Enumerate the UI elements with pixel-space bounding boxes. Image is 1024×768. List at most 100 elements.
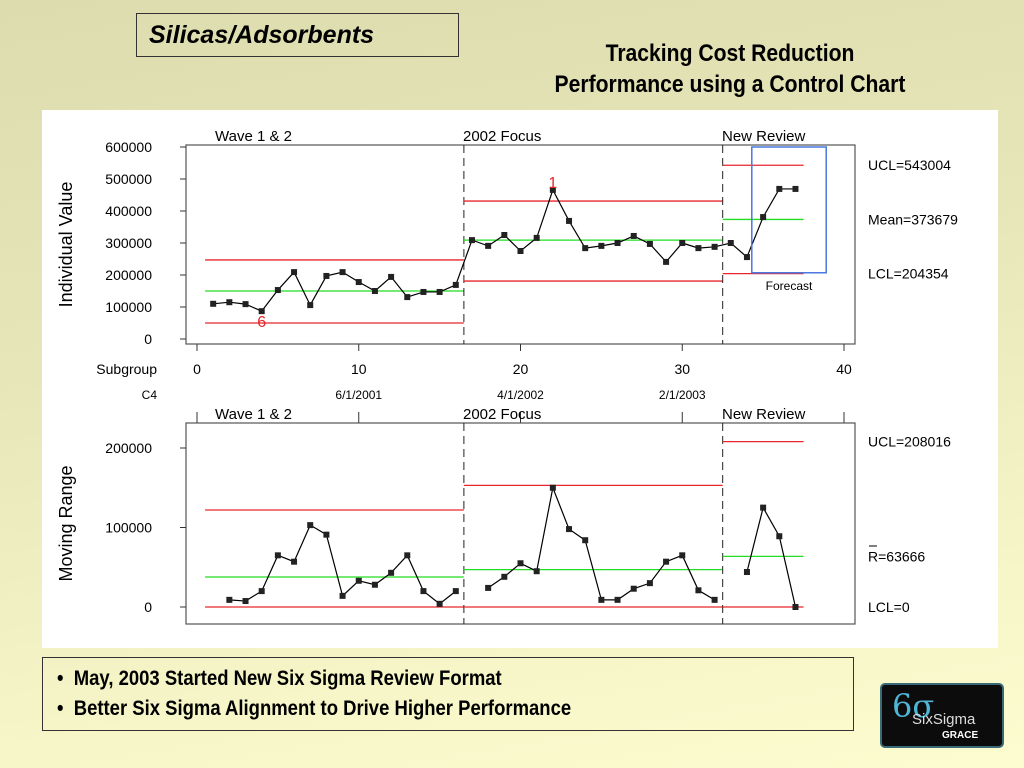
data-point	[679, 552, 686, 559]
data-point	[695, 587, 702, 594]
data-point	[404, 552, 411, 559]
y-tick-label: 500000	[105, 171, 152, 187]
data-point	[388, 569, 395, 576]
data-point	[307, 302, 314, 309]
data-point	[355, 279, 362, 286]
data-point	[566, 526, 573, 533]
data-point	[420, 588, 427, 595]
category-title: Silicas/Adsorbents	[136, 13, 459, 57]
slide-title-line1: Tracking Cost Reduction	[605, 40, 855, 67]
limit-label: Mean=373679	[868, 211, 958, 227]
data-point	[743, 254, 750, 261]
data-point	[549, 484, 556, 491]
y-tick-label: 200000	[105, 267, 152, 283]
x-tick-label: 0	[193, 361, 201, 377]
data-point	[776, 185, 783, 192]
data-point	[371, 288, 378, 294]
y-tick-label: 0	[144, 331, 152, 347]
data-point	[485, 242, 492, 249]
data-point	[792, 604, 799, 610]
data-point	[517, 560, 524, 567]
bullet-item: • May, 2003 Started New Six Sigma Review…	[57, 667, 502, 690]
data-point	[210, 300, 217, 307]
data-point	[274, 287, 281, 294]
data-point	[388, 273, 395, 280]
data-point	[307, 522, 314, 529]
date-label: 6/1/2001	[335, 388, 382, 402]
logo-company: GRACE	[942, 730, 979, 741]
x-tick-label: 40	[836, 361, 852, 377]
data-point	[582, 245, 589, 252]
data-point	[646, 580, 653, 587]
data-point	[258, 308, 265, 315]
data-point	[355, 577, 362, 584]
forecast-label: Forecast	[766, 279, 813, 293]
data-point	[614, 240, 621, 246]
phase-label: Wave 1 & 2	[215, 128, 292, 145]
data-point	[226, 299, 233, 306]
data-point	[501, 232, 508, 238]
date-label: 4/1/2002	[497, 388, 544, 402]
data-point	[226, 596, 233, 603]
date-label: 2/1/2003	[659, 388, 706, 402]
data-point	[468, 237, 475, 244]
data-point	[533, 234, 540, 241]
secondary-axis-title: C4	[142, 388, 158, 402]
data-point	[598, 242, 605, 249]
data-point	[760, 214, 767, 221]
data-point	[582, 537, 589, 544]
x-tick-label: 30	[674, 361, 690, 377]
phase-label: 2002 Focus	[463, 406, 541, 423]
data-point	[711, 596, 718, 603]
data-point	[743, 569, 750, 576]
limit-label: LCL=204354	[868, 266, 949, 282]
out-of-control-annotation: 6	[257, 314, 266, 331]
y-tick-label: 0	[144, 599, 152, 615]
y-tick-label: 600000	[105, 139, 152, 155]
data-point	[792, 185, 799, 192]
data-point	[646, 240, 653, 247]
bullet-box: • May, 2003 Started New Six Sigma Review…	[42, 657, 854, 731]
data-point	[727, 240, 734, 246]
data-point	[663, 258, 670, 265]
data-point	[533, 568, 540, 575]
data-point	[598, 596, 605, 603]
x-axis-title: Subgroup	[96, 361, 157, 377]
y-tick-label: 200000	[105, 440, 152, 456]
logo-name: SixSigma	[912, 711, 976, 728]
forecast-box	[751, 146, 827, 274]
moving-range-chart: 0 100000 200000 Moving Range Wave 1 & 2 2002 …	[56, 406, 951, 625]
y-tick-label: 100000	[105, 520, 152, 536]
data-point	[679, 240, 686, 246]
y-axis-title: Moving Range	[56, 465, 76, 581]
data-point	[485, 584, 492, 591]
data-point	[549, 186, 556, 193]
y-axis-title: Individual Value	[56, 182, 76, 308]
limit-label: R=63666	[868, 548, 925, 564]
data-point	[630, 585, 637, 592]
data-point	[776, 533, 783, 540]
slide-title-line2: Performance using a Control Chart	[554, 71, 906, 98]
data-point	[420, 288, 427, 295]
data-point	[614, 596, 621, 603]
slide-title: Tracking Cost Reduction Performance usin…	[510, 38, 950, 100]
data-point	[291, 558, 298, 565]
data-point	[663, 558, 670, 565]
data-point	[371, 581, 378, 588]
bullet-item: • Better Six Sigma Alignment to Drive Hi…	[57, 697, 572, 720]
y-tick-label: 100000	[105, 299, 152, 315]
limit-label: UCL=208016	[868, 434, 951, 450]
data-point	[695, 245, 702, 252]
data-line	[746, 506, 797, 608]
plot-area	[185, 144, 856, 345]
phase-label: Wave 1 & 2	[215, 406, 292, 423]
data-point	[258, 588, 265, 595]
six-sigma-logo: 6σ SixSigma GRACE	[880, 683, 1004, 748]
data-point	[501, 573, 508, 580]
data-point	[452, 281, 459, 288]
data-point	[242, 598, 249, 605]
data-point	[291, 269, 298, 276]
data-point	[436, 288, 443, 295]
data-point	[323, 531, 330, 538]
